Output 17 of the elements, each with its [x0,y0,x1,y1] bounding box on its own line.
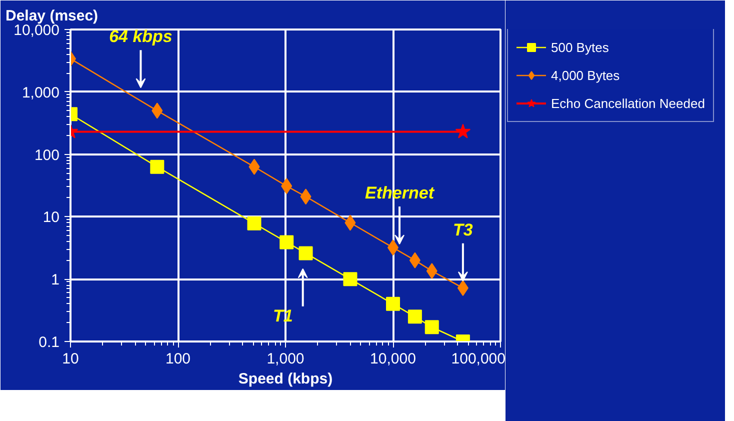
annotation: 64 kbps [109,27,172,46]
y-tick-label: 10 [42,209,60,226]
y-tick-label: 0.1 [38,334,60,351]
y-tick-label: 1,000 [22,84,60,102]
x-tick-label: 100 [165,350,191,368]
legend-label: Echo Cancellation Needed [551,96,705,110]
y-tick-label: 100 [34,146,60,164]
x-tick-label: 10,000 [370,350,416,368]
legend-label: 4,000 Bytes [551,68,620,82]
y-tick-label: 1 [51,272,60,289]
x-tick-label: 1,000 [266,350,304,368]
annotation: T3 [453,220,474,240]
x-tick-label: 10 [62,350,79,368]
legend-label: 500 Bytes [551,40,609,54]
x-axis-title: Speed (kbps) [238,370,333,388]
x-tick-label: 100,000 [451,350,506,368]
y-axis-title: Delay (msec) [6,8,98,24]
